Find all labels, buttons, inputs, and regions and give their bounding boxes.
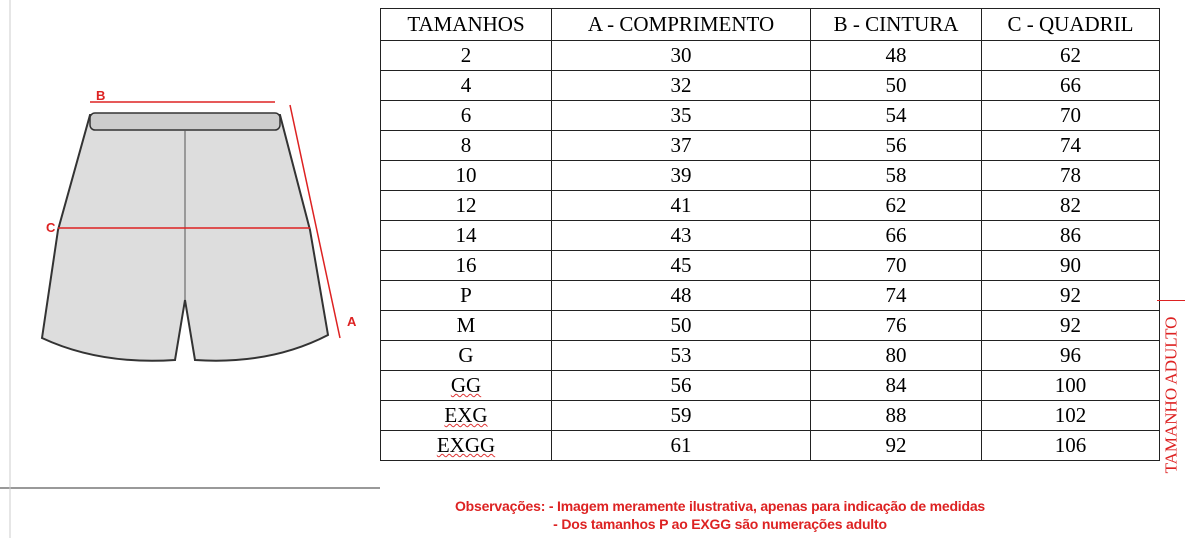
cell: 88	[810, 400, 982, 431]
cell: 37	[551, 130, 811, 161]
row: P 48 74 92	[380, 280, 1160, 311]
cell: 41	[551, 190, 811, 221]
cell: 84	[810, 370, 982, 401]
cell: 30	[551, 40, 811, 71]
cell: 48	[551, 280, 811, 311]
diagram: A B C	[0, 0, 380, 538]
cell: 100	[981, 370, 1160, 401]
cell: 50	[810, 70, 982, 101]
cell: 58	[810, 160, 982, 191]
cell: GG	[380, 370, 552, 401]
cell: G	[380, 340, 552, 371]
row: 6 35 54 70	[380, 100, 1160, 131]
cell: 35	[551, 100, 811, 131]
size-table: TAMANHOS A - COMPRIMENTO B - CINTURA C - QU…	[380, 8, 1160, 461]
cell: 56	[810, 130, 982, 161]
cell: 48	[810, 40, 982, 71]
cell: 39	[551, 160, 811, 191]
cell: 2	[380, 40, 552, 71]
cell: 96	[981, 340, 1160, 371]
cell: EXG	[380, 400, 552, 431]
cell: 102	[981, 400, 1160, 431]
cell: 92	[981, 310, 1160, 341]
row: EXGG 61 92 106	[380, 430, 1160, 461]
note: - Dos tamanhos P ao EXGG são numerações …	[553, 516, 887, 532]
cell: 61	[551, 430, 811, 461]
cell: 50	[551, 310, 811, 341]
cell: 54	[810, 100, 982, 131]
row: 12 41 62 82	[380, 190, 1160, 221]
cell: 106	[981, 430, 1160, 461]
row: GG 56 84 100	[380, 370, 1160, 401]
cell: 6	[380, 100, 552, 131]
cell: A - COMPRIMENTO	[551, 8, 811, 41]
row: EXG 59 88 102	[380, 400, 1160, 431]
cell: 66	[810, 220, 982, 251]
row: G 53 80 96	[380, 340, 1160, 371]
cell: B - CINTURA	[810, 8, 982, 41]
row: 2 30 48 62	[380, 40, 1160, 71]
note: Observações: - Imagem meramente ilustrat…	[454, 498, 986, 514]
side-label-box: TAMANHO ADULTO	[1157, 300, 1185, 489]
cell: P	[380, 280, 552, 311]
cell: 56	[551, 370, 811, 401]
header-row: TAMANHOS A - COMPRIMENTO B - CINTURA C - QU…	[380, 8, 1160, 41]
cell: EXGG	[380, 430, 552, 461]
cell: 45	[551, 250, 811, 281]
waistband	[89, 112, 281, 131]
cell: 82	[981, 190, 1160, 221]
cell: 62	[810, 190, 982, 221]
row: M 50 76 92	[380, 310, 1160, 341]
cell: 78	[981, 160, 1160, 191]
label-c: C	[46, 220, 56, 235]
cell: 4	[380, 70, 552, 101]
cell: 76	[810, 310, 982, 341]
cell: 66	[981, 70, 1160, 101]
cell: 16	[380, 250, 552, 281]
row: 16 45 70 90	[380, 250, 1160, 281]
cell: 80	[810, 340, 982, 371]
cell: 70	[981, 100, 1160, 131]
cell: 14	[380, 220, 552, 251]
cell: 74	[810, 280, 982, 311]
cell: 8	[380, 130, 552, 161]
side-label: TAMANHO ADULTO	[1161, 316, 1180, 474]
cell: 74	[981, 130, 1160, 161]
cell: 90	[981, 250, 1160, 281]
cell: 92	[981, 280, 1160, 311]
cell: 12	[380, 190, 552, 221]
row: 4 32 50 66	[380, 70, 1160, 101]
cell: TAMANHOS	[380, 8, 552, 41]
cell: C - QUADRIL	[981, 8, 1160, 41]
cell: 53	[551, 340, 811, 371]
row: 8 37 56 74	[380, 130, 1160, 161]
cell: 86	[981, 220, 1160, 251]
measure-a	[289, 104, 341, 339]
cell: 70	[810, 250, 982, 281]
cell: 10	[380, 160, 552, 191]
row: 14 43 66 86	[380, 220, 1160, 251]
cell: 92	[810, 430, 982, 461]
cell: 32	[551, 70, 811, 101]
cell: 59	[551, 400, 811, 431]
label-b: B	[96, 88, 105, 103]
cell: 62	[981, 40, 1160, 71]
cell: 43	[551, 220, 811, 251]
label-a: A	[347, 314, 357, 329]
cell: M	[380, 310, 552, 341]
row: 10 39 58 78	[380, 160, 1160, 191]
